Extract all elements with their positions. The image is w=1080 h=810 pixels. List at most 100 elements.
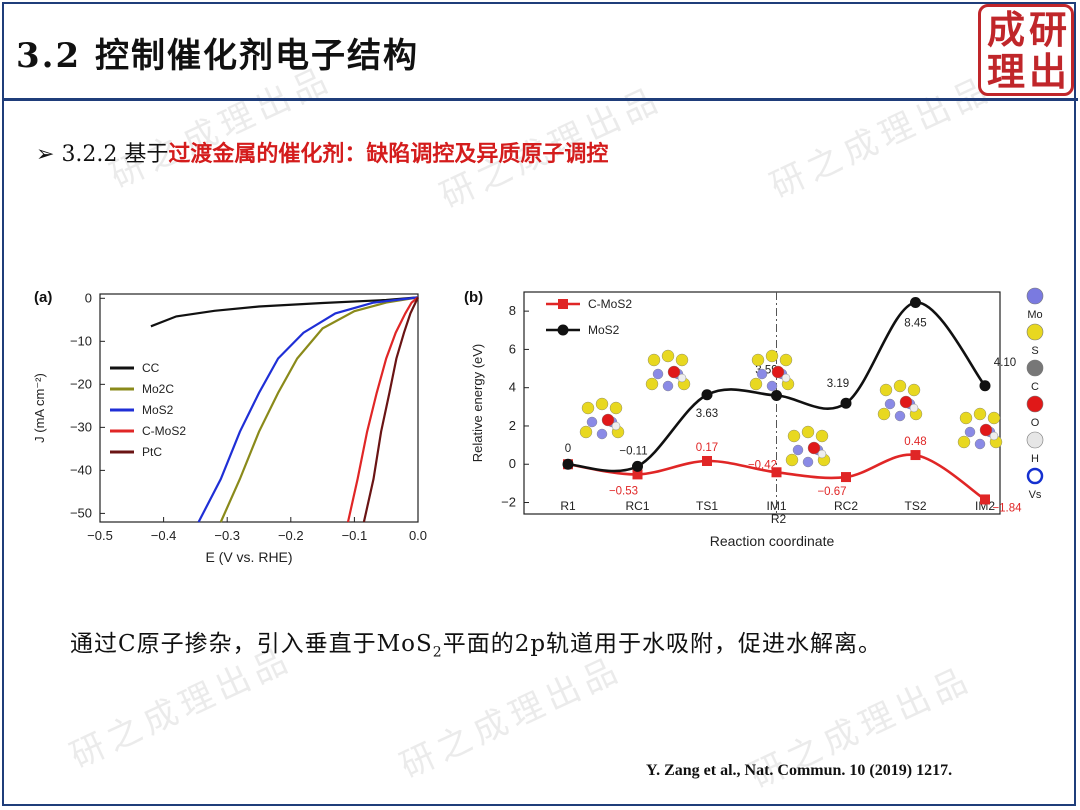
atom-sphere bbox=[581, 401, 595, 415]
logo-char: 研 bbox=[1029, 7, 1068, 52]
y-tick-label: 6 bbox=[509, 341, 516, 356]
atom-sphere bbox=[652, 368, 664, 380]
bullet-highlight: 过渡金属的催化剂：缺陷调控及异质原子调控 bbox=[168, 141, 609, 167]
legend-label: PtC bbox=[142, 445, 162, 459]
molecule-structure-illustration bbox=[957, 407, 1003, 450]
data-label: 3.63 bbox=[696, 408, 718, 420]
atom-sphere bbox=[877, 407, 891, 421]
x-tick-label: −0.4 bbox=[151, 528, 177, 543]
series-point bbox=[980, 494, 990, 505]
data-label: −0.53 bbox=[609, 485, 638, 497]
atom-sphere bbox=[974, 438, 986, 450]
atom-sphere bbox=[611, 421, 621, 431]
data-label: −1.84 bbox=[992, 502, 1022, 514]
data-label: 0 bbox=[565, 443, 571, 455]
series-point bbox=[979, 380, 991, 392]
atom-sphere bbox=[802, 456, 814, 468]
reference: Y. Zang et al., Nat. Commun. 10 (2019) 1… bbox=[646, 762, 953, 779]
atom-sphere bbox=[766, 380, 778, 392]
series-point bbox=[632, 469, 643, 480]
x-axis-label: Reaction coordinate bbox=[710, 533, 835, 549]
sentence-part2: 平面的2p轨道用于水吸附，促进水解离。 bbox=[442, 631, 883, 657]
atom-sphere bbox=[807, 441, 821, 455]
category-label: TS2 bbox=[904, 499, 926, 513]
series-line-MoS2 bbox=[197, 296, 419, 523]
atom-legend-marker bbox=[1026, 395, 1044, 413]
y-tick-label: 0 bbox=[509, 456, 516, 471]
series-point bbox=[840, 397, 852, 409]
atom-sphere bbox=[964, 426, 976, 438]
plot-frame bbox=[99, 293, 419, 523]
series-point bbox=[910, 450, 921, 461]
atom-sphere bbox=[586, 416, 598, 428]
atom-legend-label: Vs bbox=[1029, 489, 1042, 501]
category-label: R1 bbox=[560, 499, 576, 513]
atom-sphere bbox=[987, 411, 1001, 425]
atom-sphere bbox=[765, 349, 779, 363]
atom-sphere bbox=[817, 449, 827, 459]
series-point bbox=[702, 455, 712, 466]
series-point bbox=[562, 458, 574, 470]
molecule-structure-illustration bbox=[645, 349, 691, 392]
atom-sphere bbox=[801, 425, 815, 439]
atom-sphere bbox=[792, 444, 804, 456]
atom-sphere bbox=[771, 365, 785, 379]
series-point bbox=[841, 472, 851, 483]
legend-label: MoS2 bbox=[142, 403, 174, 417]
atom-sphere bbox=[647, 353, 661, 367]
atom-sphere bbox=[907, 383, 921, 397]
y-tick-label: −40 bbox=[70, 462, 92, 477]
atom-sphere bbox=[667, 365, 681, 379]
atom-legend-label: Mo bbox=[1027, 309, 1042, 321]
y-tick-label: −10 bbox=[70, 333, 92, 348]
y-axis-label: Relative energy (eV) bbox=[470, 344, 485, 463]
bullet-marker: ➢ bbox=[36, 142, 55, 167]
atom-sphere bbox=[596, 428, 608, 440]
logo-char: 成 bbox=[987, 7, 1026, 52]
series-point bbox=[771, 390, 782, 402]
y-tick-label: −2 bbox=[501, 495, 516, 510]
data-label: 8.45 bbox=[904, 318, 926, 330]
legend-label: C-MoS2 bbox=[142, 424, 186, 438]
data-label: −0.67 bbox=[817, 486, 846, 498]
atom-legend-marker bbox=[1026, 359, 1044, 377]
data-label: 0.17 bbox=[696, 442, 718, 454]
plot-frame bbox=[523, 291, 1001, 515]
atom-legend-marker bbox=[1026, 287, 1044, 305]
data-label: −0.11 bbox=[619, 445, 647, 457]
category-label: TS1 bbox=[696, 499, 718, 513]
atom-sphere bbox=[749, 377, 763, 391]
y-tick-label: 0 bbox=[85, 290, 92, 305]
logo-char: 出 bbox=[1029, 49, 1068, 94]
molecule-structure-illustration bbox=[749, 349, 795, 392]
series-point bbox=[910, 297, 921, 309]
series-line-CC bbox=[150, 296, 419, 328]
legend-marker bbox=[558, 299, 568, 309]
slide-title: 3.2 控制催化剂电子结构 bbox=[16, 36, 419, 76]
atom-sphere bbox=[787, 429, 801, 443]
atom-sphere bbox=[645, 377, 659, 391]
atom-sphere bbox=[595, 397, 609, 411]
series-line-PtC bbox=[362, 296, 419, 523]
y-tick-label: −50 bbox=[70, 505, 92, 520]
legend-label: CC bbox=[142, 361, 160, 375]
bullet-line: ➢ 3.2.2 基于过渡金属的催化剂：缺陷调控及异质原子调控 bbox=[36, 136, 608, 168]
y-tick-label: 4 bbox=[509, 380, 516, 395]
legend-label: Mo2C bbox=[142, 382, 174, 396]
x-tick-label: −0.5 bbox=[87, 528, 113, 543]
y-tick-label: 2 bbox=[509, 418, 516, 433]
chart-a-lsv: (a) −0.5 −0.4 −0.3 −0.2 −0.1 0.0 0 −10 −20 −30 −40 −… bbox=[32, 289, 427, 565]
molecule-structure-illustration bbox=[877, 379, 923, 422]
molecule-structure-illustration bbox=[785, 425, 831, 468]
legend-label: MoS2 bbox=[588, 323, 620, 337]
series-line-Mo2C bbox=[219, 296, 419, 523]
series-point bbox=[632, 460, 643, 472]
atom-sphere bbox=[989, 431, 999, 441]
atom-sphere bbox=[899, 395, 913, 409]
atom-sphere bbox=[677, 373, 687, 383]
atom-sphere bbox=[979, 423, 993, 437]
atom-sphere bbox=[959, 411, 973, 425]
x-axis-label: E (V vs. RHE) bbox=[205, 549, 292, 565]
